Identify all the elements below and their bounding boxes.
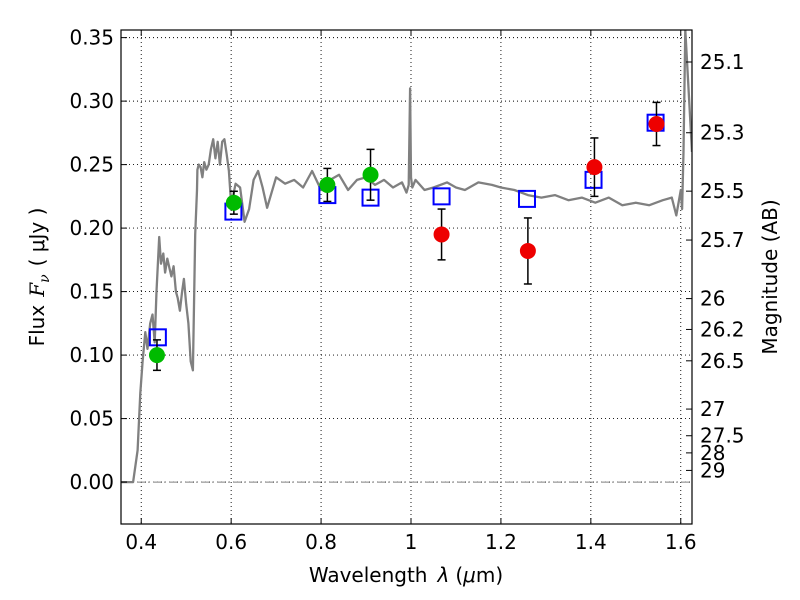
axes-frame [120,29,693,525]
x-tick-label: 0.8 [305,530,337,554]
observed-flux-point [586,159,603,176]
x-tick-label: 0.6 [215,530,247,554]
y2-tick-label: 25.1 [700,50,745,74]
model-sed-spectrum-line [121,30,692,484]
y2-tick-label: 27.5 [700,424,745,448]
y-tick-label: 0.00 [69,470,114,494]
y-axis-label: FluxFν( μJy ) [25,208,53,347]
x-axis-label: Wavelength λ (μm) [309,563,503,587]
y2-tick-label: 25.7 [700,228,745,252]
y-tick-label: 0.10 [69,343,114,367]
observed-flux-point [648,115,665,132]
observed-flux-point [362,166,379,183]
y-tick-label: 0.15 [69,280,114,304]
observed-flux-point [519,242,536,259]
x-tick-label: 0.4 [125,530,157,554]
data-markers [148,101,665,372]
y2-tick-label: 26.5 [700,349,745,373]
y2-tick-label: 29 [700,458,725,482]
y2-tick-label: 25.3 [700,121,745,145]
x-tick-label: 1 [405,530,418,554]
x-tick-label: 1.6 [665,530,697,554]
y-tick-label: 0.20 [69,216,114,240]
y2-tick-label: 26 [700,287,725,311]
observed-flux-point [148,347,165,364]
x-tick-label: 1.2 [485,530,517,554]
y2-tick-label: 26.2 [700,317,745,341]
observed-flux-point [433,226,450,243]
y2-tick-label: 28 [700,441,725,465]
plot-area [121,30,692,484]
axis-ticks: 0.4 0.6 0.8 1 1.2 1.4 1.6 0.00 0.05 0.10 0.15 0.20 0… [69,26,744,554]
x-tick-label: 1.4 [575,530,607,554]
observed-flux-point [225,194,242,211]
y2-tick-label: 27 [700,397,725,421]
y2-tick-label: 25.5 [700,179,745,203]
observed-flux-point [319,176,336,193]
y-tick-label: 0.35 [69,26,114,50]
y-tick-label: 0.30 [69,89,114,113]
y2-axis-label: Magnitude (AB) [758,199,782,354]
y-tick-label: 0.25 [69,153,114,177]
model-photometry-square [148,328,167,347]
y-tick-label: 0.05 [69,407,114,431]
model-photometry-square [517,189,536,208]
model-photometry-square [432,187,451,206]
